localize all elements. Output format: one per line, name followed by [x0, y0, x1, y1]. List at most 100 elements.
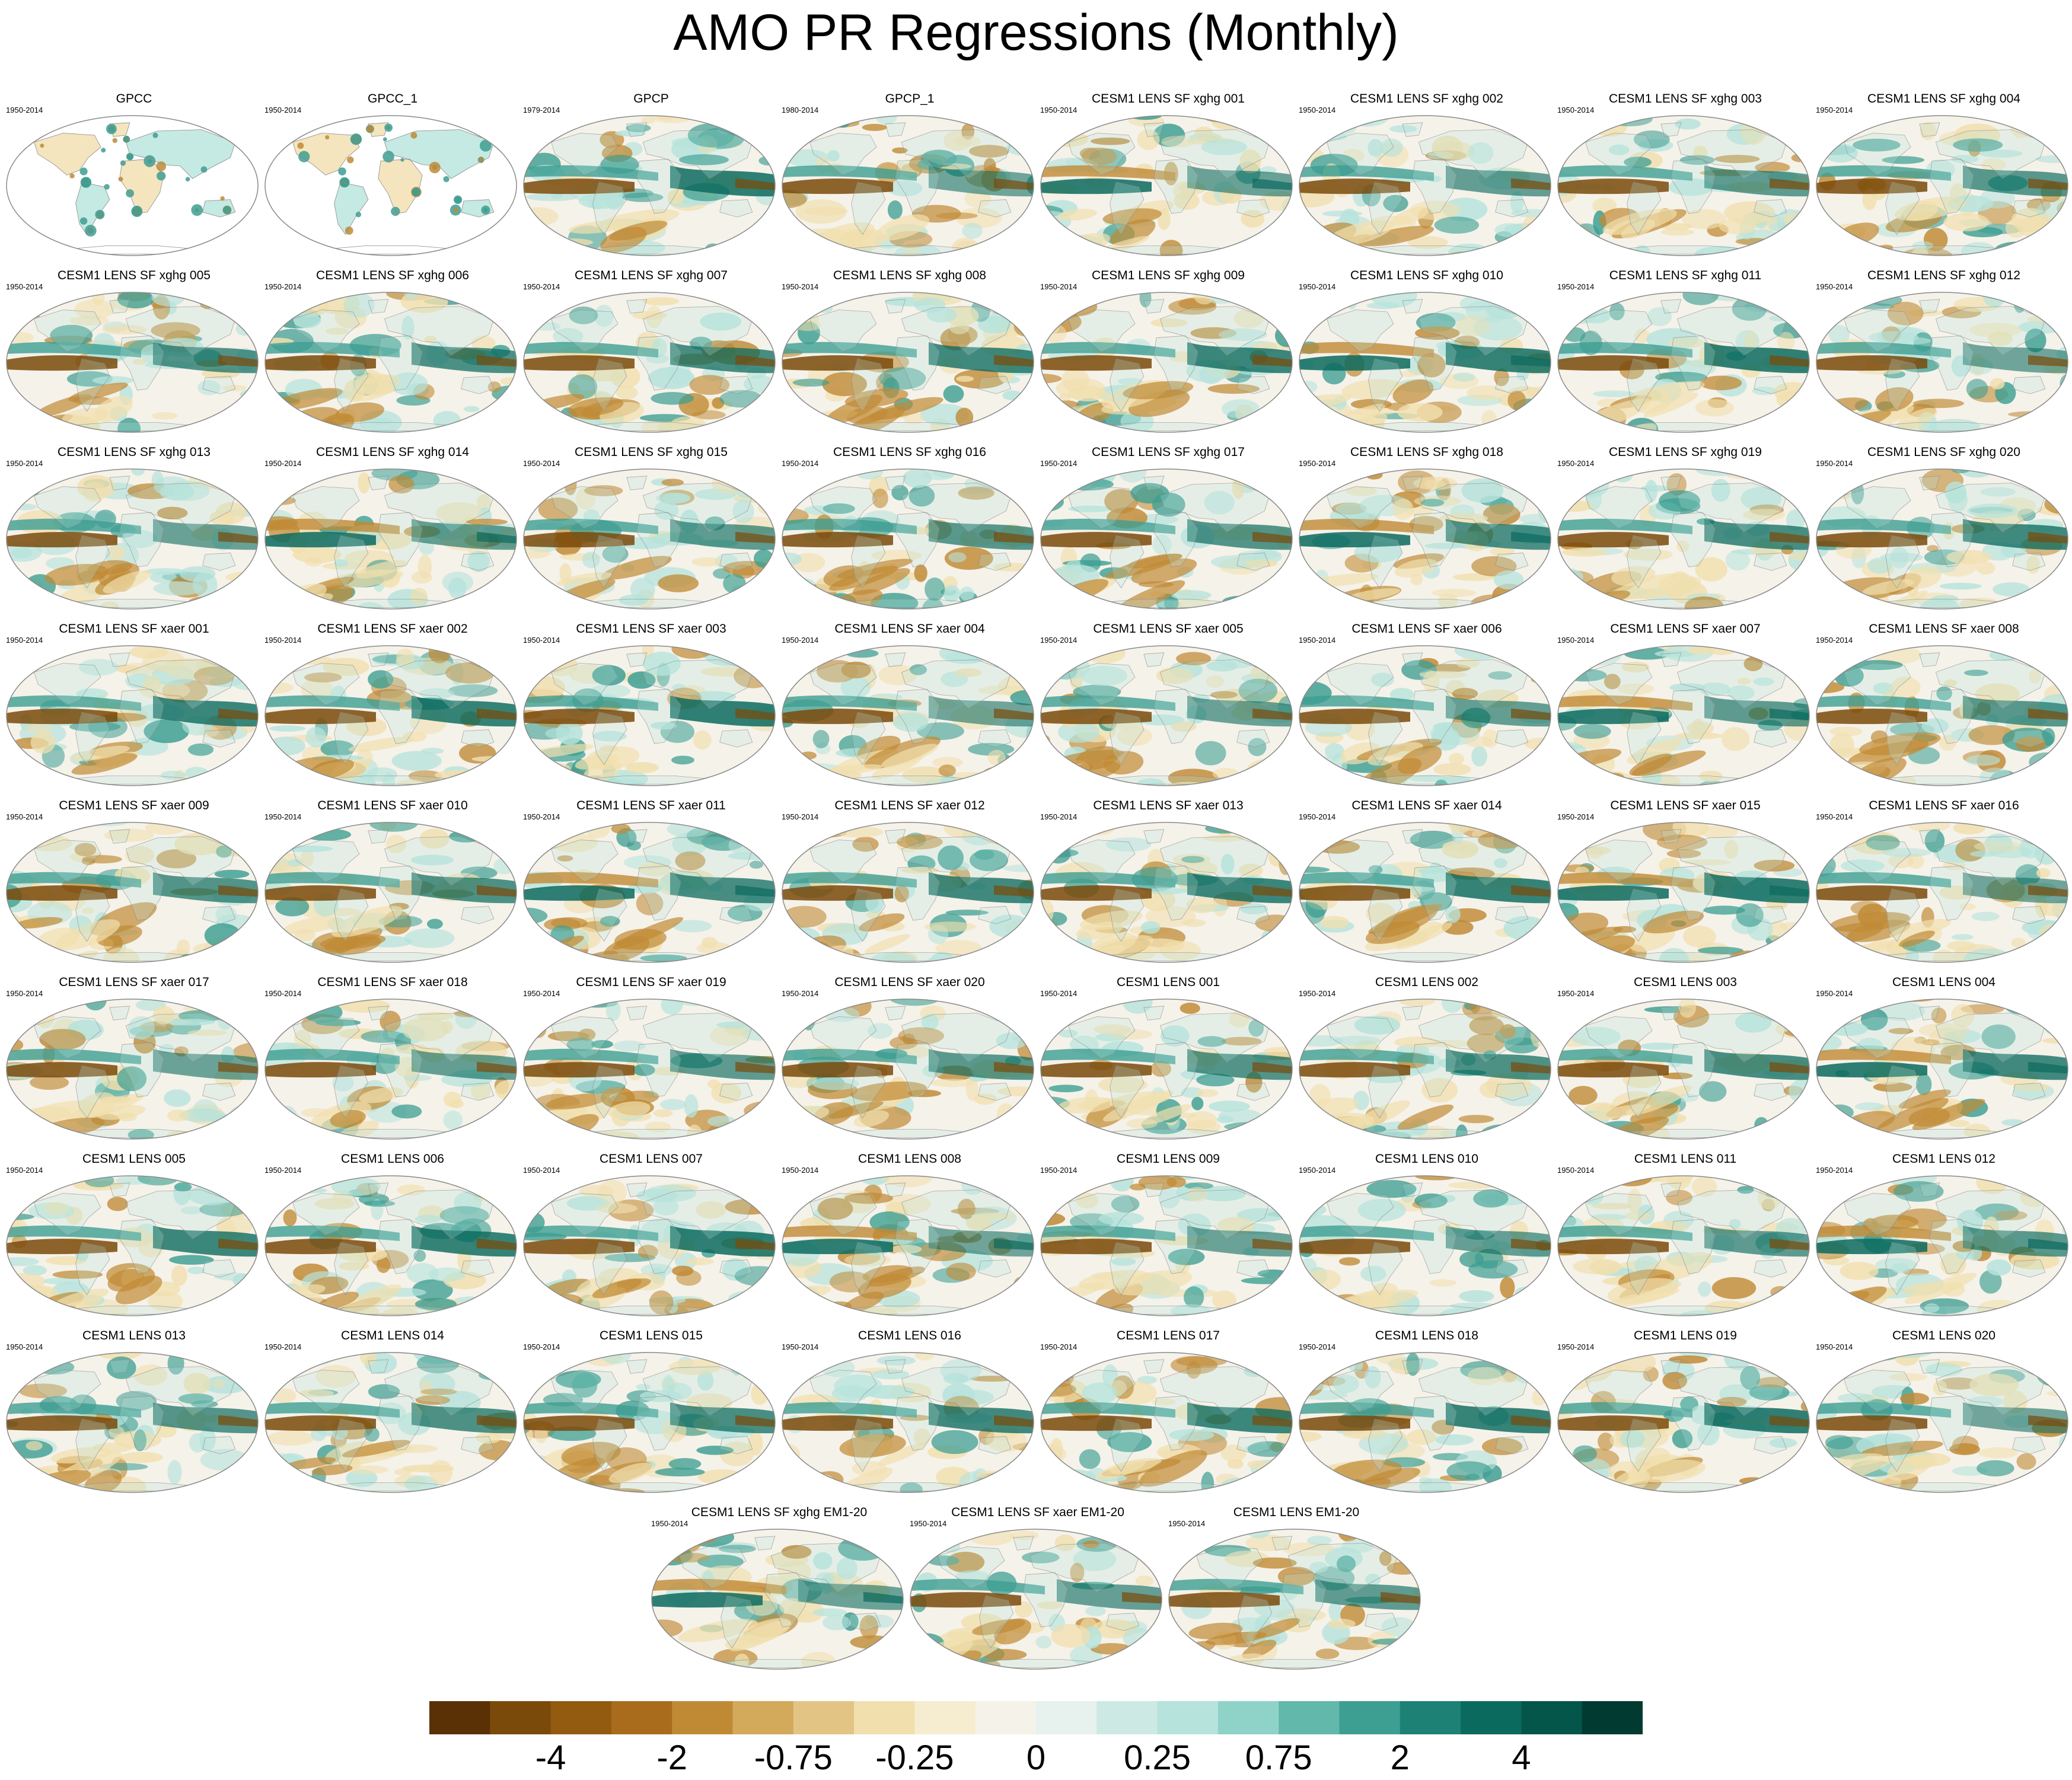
panel-title: CESM1 LENS SF xghg 019 [1609, 445, 1762, 459]
panel-years: 1950-2014 [1168, 1519, 1206, 1528]
map-outline [1557, 822, 1810, 963]
world-map [264, 645, 517, 786]
world-map [264, 822, 517, 963]
world-map [651, 1529, 904, 1670]
map-panel: CESM1 LENS 001 1950-2014 [1039, 975, 1298, 1147]
world-map [782, 999, 1034, 1140]
map-panel: GPCC_1 1950-2014 [263, 91, 522, 263]
colorbar-segment [1521, 1701, 1583, 1734]
map-panel: CESM1 LENS SF xghg 014 1950-2014 [263, 445, 522, 617]
colorbar-segment [1461, 1701, 1522, 1734]
map-field [1558, 292, 1809, 432]
panel-title: CESM1 LENS 020 [1892, 1329, 1996, 1342]
panel-title: CESM1 LENS 003 [1634, 975, 1737, 989]
map-outline [1816, 292, 2068, 433]
map-outline [1557, 645, 1810, 786]
panel-title: CESM1 LENS SF xghg 013 [58, 445, 211, 459]
map-outline [1816, 1352, 2068, 1493]
map-outline [1040, 999, 1293, 1140]
world-map [782, 292, 1034, 433]
map-outline [1040, 292, 1293, 433]
map-field [265, 1176, 517, 1316]
map-panel: CESM1 LENS 010 1950-2014 [1298, 1151, 1556, 1323]
world-map [264, 999, 517, 1140]
map-outline [264, 115, 517, 256]
panel-years: 1950-2014 [523, 812, 560, 821]
map-panel: CESM1 LENS SF xaer 013 1950-2014 [1039, 798, 1298, 970]
map-outline [6, 292, 259, 433]
map-outline [264, 468, 517, 610]
panel-title: CESM1 LENS SF xaer 011 [576, 799, 726, 812]
map-panel: CESM1 LENS SF xghg 010 1950-2014 [1298, 268, 1556, 440]
colorbar-segment [1339, 1701, 1401, 1734]
map-panel: CESM1 LENS SF xaer 006 1950-2014 [1298, 621, 1556, 793]
map-field [524, 1176, 775, 1316]
panel-years: 1950-2014 [264, 812, 302, 821]
world-map [1816, 1175, 2068, 1316]
panel-years: 1950-2014 [782, 636, 819, 645]
panel-title: CESM1 LENS SF xghg 020 [1867, 445, 2020, 459]
colorbar-segment [854, 1701, 915, 1734]
world-map [1816, 115, 2068, 256]
map-panel: CESM1 LENS SF xghg 008 1950-2014 [780, 268, 1039, 440]
colorbar-tick-label: 4 [1512, 1738, 1531, 1777]
map-panel: CESM1 LENS SF xghg 013 1950-2014 [5, 445, 263, 617]
panel-title: CESM1 LENS 017 [1117, 1329, 1220, 1342]
map-field [782, 646, 1034, 786]
map-outline [1557, 1352, 1810, 1493]
world-map [1816, 999, 2068, 1140]
panel-years: 1950-2014 [1299, 106, 1336, 114]
map-field [1299, 1176, 1551, 1316]
world-map [1557, 645, 1810, 786]
world-map [523, 999, 776, 1140]
panel-title: CESM1 LENS SF xaer 015 [1610, 799, 1761, 812]
world-map [1816, 1352, 2068, 1493]
map-panel: CESM1 LENS SF xghg EM1-20 1950-2014 [650, 1505, 909, 1677]
map-outline [523, 115, 776, 256]
map-field [1041, 999, 1292, 1139]
world-map [1299, 468, 1551, 610]
map-panel: CESM1 LENS SF xghg 001 1950-2014 [1039, 91, 1298, 263]
world-map [6, 645, 259, 786]
panel-years: 1950-2014 [6, 106, 43, 114]
world-map [782, 822, 1034, 963]
map-field [1816, 292, 2068, 432]
world-map [1299, 822, 1551, 963]
map-panel: CESM1 LENS SF xaer 005 1950-2014 [1039, 621, 1298, 793]
map-field [1558, 1176, 1809, 1316]
world-map [523, 1352, 776, 1493]
map-panel: CESM1 LENS 009 1950-2014 [1039, 1151, 1298, 1323]
world-map [1557, 292, 1810, 433]
panel-title: CESM1 LENS SF xaer 003 [576, 622, 726, 636]
map-outline [1557, 1175, 1810, 1316]
map-field [1299, 469, 1551, 609]
panel-title: CESM1 LENS 004 [1892, 975, 1996, 989]
colorbar-tick-label: -2 [656, 1738, 687, 1777]
map-panel: CESM1 LENS SF xaer 019 1950-2014 [522, 975, 780, 1147]
world-map [782, 645, 1034, 786]
map-field [524, 646, 775, 786]
colorbar-segment [1157, 1701, 1219, 1734]
colorbar-tick-label: 0 [1026, 1738, 1046, 1777]
panel-years: 1950-2014 [264, 636, 302, 645]
world-map [782, 1352, 1034, 1493]
map-panel: CESM1 LENS SF xaer 001 1950-2014 [5, 621, 263, 793]
map-panel: CESM1 LENS SF xaer 003 1950-2014 [522, 621, 780, 793]
panel-title: CESM1 LENS SF xghg 004 [1867, 92, 2020, 106]
map-panel: CESM1 LENS 019 1950-2014 [1556, 1328, 1815, 1500]
panel-years: 1950-2014 [1816, 106, 1853, 114]
panel-title: CESM1 LENS SF xaer 014 [1351, 799, 1502, 812]
colorbar-segment [429, 1701, 490, 1734]
map-outline [6, 115, 259, 256]
map-panel: CESM1 LENS 011 1950-2014 [1556, 1151, 1815, 1323]
map-panel: CESM1 LENS SF xaer 008 1950-2014 [1815, 621, 2072, 793]
map-field [265, 646, 517, 786]
map-field [1558, 116, 1809, 256]
panel-years: 1950-2014 [1040, 989, 1078, 998]
panel-title: CESM1 LENS SF xghg EM1-20 [691, 1505, 868, 1519]
panel-title: CESM1 LENS SF xghg 016 [833, 445, 986, 459]
world-map [1040, 822, 1293, 963]
world-map [1816, 292, 2068, 433]
world-map [1299, 999, 1551, 1140]
map-field [1558, 646, 1809, 786]
